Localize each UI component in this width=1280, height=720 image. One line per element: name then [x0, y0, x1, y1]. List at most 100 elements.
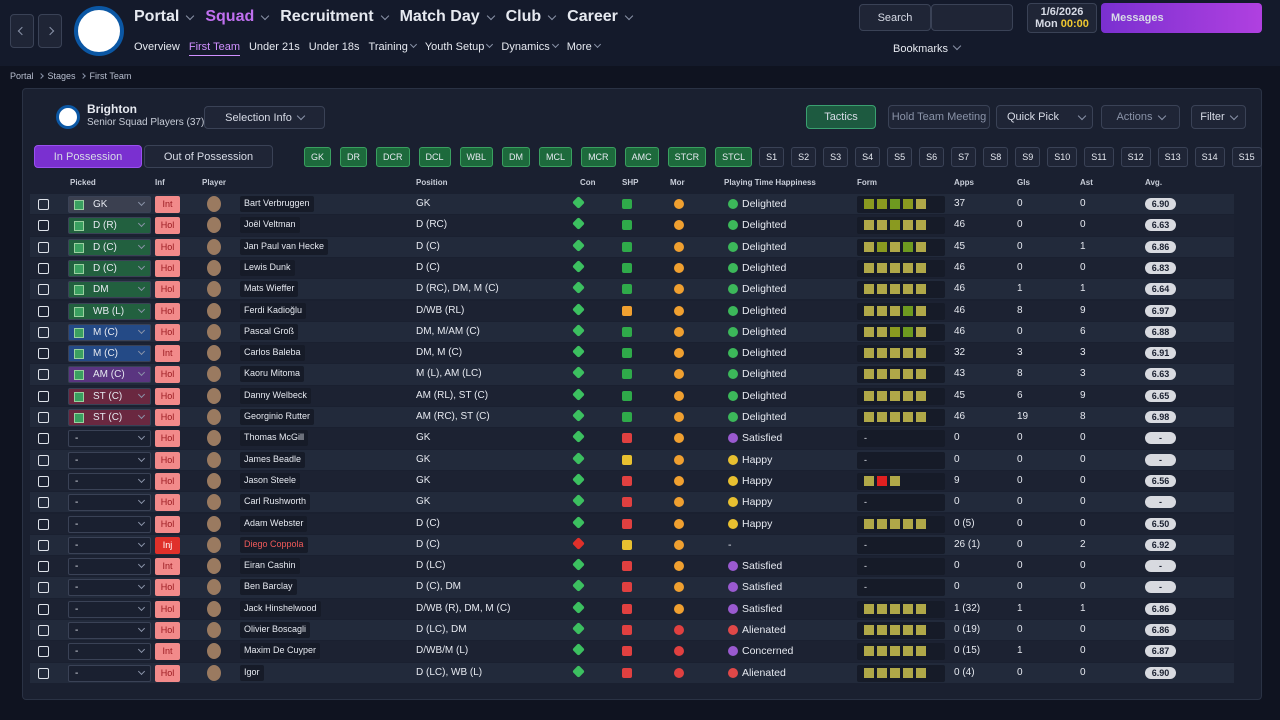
- submenu-item[interactable]: Training: [369, 40, 417, 56]
- picked-select[interactable]: -: [68, 494, 151, 512]
- slot-button[interactable]: S3: [823, 147, 849, 167]
- picked-select[interactable]: -: [68, 643, 151, 661]
- player-row[interactable]: - Hol Igor D (LC), WB (L) Alienated 0 (4) 0 0 6.…: [30, 662, 1234, 683]
- player-name[interactable]: Ferdi Kadioğlu: [240, 302, 307, 319]
- submenu-item[interactable]: First Team: [188, 41, 240, 56]
- player-row[interactable]: WB (L) Hol Ferdi Kadioğlu D/WB (RL) Delighte…: [30, 300, 1234, 321]
- checkbox[interactable]: [38, 667, 49, 679]
- picked-select[interactable]: ST (C): [68, 387, 151, 405]
- tactics-button[interactable]: Tactics: [806, 105, 876, 129]
- checkbox[interactable]: [38, 497, 49, 509]
- submenu-item[interactable]: Dynamics: [501, 40, 559, 56]
- position-button[interactable]: MCL: [539, 147, 573, 167]
- checkbox[interactable]: [38, 582, 49, 594]
- menu-item[interactable]: Club: [506, 8, 557, 26]
- player-name[interactable]: Jason Steele: [240, 472, 301, 489]
- forward[interactable]: [38, 14, 62, 48]
- checkbox[interactable]: [38, 603, 49, 615]
- player-name[interactable]: Thomas McGill: [240, 430, 309, 447]
- player-name[interactable]: Eiran Cashin: [240, 558, 300, 575]
- position-button[interactable]: AMC: [624, 147, 659, 167]
- picked-select[interactable]: D (C): [68, 238, 151, 256]
- player-name[interactable]: Ben Barclay: [240, 579, 297, 596]
- checkbox[interactable]: [38, 475, 49, 487]
- submenu-item[interactable]: Overview: [134, 41, 180, 56]
- column-header[interactable]: Ast: [1080, 178, 1093, 187]
- back[interactable]: [10, 14, 34, 48]
- picked-select[interactable]: -: [68, 430, 151, 448]
- checkbox[interactable]: [38, 326, 49, 338]
- selection-info[interactable]: Selection Info: [204, 106, 325, 129]
- position-button[interactable]: STCR: [667, 147, 707, 167]
- picked-select[interactable]: DM: [68, 281, 151, 299]
- slot-button[interactable]: S10: [1047, 147, 1078, 167]
- slot-button[interactable]: S11: [1084, 147, 1114, 167]
- column-header[interactable]: Picked: [70, 178, 96, 187]
- date-box[interactable]: 1/6/2026 Mon 00:00: [1027, 3, 1097, 33]
- menu-item[interactable]: Squad: [205, 8, 270, 26]
- toolbar[interactable]: [931, 4, 1013, 31]
- picked-select[interactable]: M (C): [68, 345, 151, 363]
- slot-button[interactable]: S5: [887, 147, 913, 167]
- slot-button[interactable]: S2: [791, 147, 817, 167]
- player-row[interactable]: D (R) Hol Joël Veltman D (RC) Delighted 46 0 0 6…: [30, 215, 1234, 236]
- position-button[interactable]: STCL: [715, 147, 753, 167]
- picked-select[interactable]: -: [68, 451, 151, 469]
- column-header[interactable]: Player: [202, 178, 227, 187]
- column-header[interactable]: Gls: [1017, 178, 1030, 187]
- slot-button[interactable]: S6: [919, 147, 945, 167]
- picked-select[interactable]: -: [68, 664, 151, 682]
- player-row[interactable]: ST (C) Hol Georginio Rutter AM (RC), ST (C)…: [30, 407, 1234, 428]
- player-row[interactable]: - Hol James Beadle GK Happy - 0 0 0 -: [30, 449, 1234, 470]
- slot-button[interactable]: S15: [1231, 147, 1262, 167]
- checkbox[interactable]: [38, 262, 49, 274]
- checkbox[interactable]: [38, 646, 49, 658]
- checkbox[interactable]: [38, 284, 49, 296]
- picked-select[interactable]: -: [68, 600, 151, 618]
- actions-button[interactable]: Actions: [1101, 105, 1180, 129]
- search-button[interactable]: Search: [859, 4, 931, 31]
- slot-button[interactable]: S4: [855, 147, 881, 167]
- filter-button[interactable]: Filter: [1191, 105, 1246, 129]
- player-name[interactable]: Carlos Baleba: [240, 345, 305, 362]
- player-row[interactable]: D (C) Hol Lewis Dunk D (C) Delighted 46 0 0 6.83: [30, 257, 1234, 279]
- position-button[interactable]: MCR: [581, 147, 616, 167]
- player-name[interactable]: James Beadle: [240, 451, 306, 468]
- column-header[interactable]: Inf: [155, 178, 165, 187]
- player-name[interactable]: Pascal Groß: [240, 323, 299, 340]
- player-name[interactable]: Carl Rushworth: [240, 494, 311, 511]
- column-header[interactable]: Avg.: [1145, 178, 1163, 187]
- picked-select[interactable]: M (C): [68, 323, 151, 341]
- checkbox[interactable]: [38, 305, 49, 317]
- player-row[interactable]: - Hol Thomas McGill GK Satisfied - 0 0 0 -: [30, 428, 1234, 449]
- player-name[interactable]: Olivier Boscagli: [240, 622, 311, 638]
- player-row[interactable]: DM Hol Mats Wieffer D (RC), DM, M (C) Deligh…: [30, 279, 1234, 300]
- player-name[interactable]: Danny Welbeck: [240, 387, 311, 404]
- submenu-item[interactable]: Youth Setup: [425, 40, 494, 56]
- picked-select[interactable]: AM (C): [68, 366, 151, 384]
- column-header[interactable]: SHP: [622, 178, 639, 187]
- player-name[interactable]: Jan Paul van Hecke: [240, 238, 329, 255]
- picked-select[interactable]: GK: [68, 196, 151, 213]
- checkbox[interactable]: [38, 561, 49, 573]
- column-header[interactable]: Form: [857, 178, 877, 187]
- menu-item[interactable]: Career: [567, 8, 634, 26]
- checkbox[interactable]: [38, 390, 49, 402]
- player-row[interactable]: D (C) Hol Jan Paul van Hecke D (C) Delighted…: [30, 236, 1234, 257]
- picked-select[interactable]: D (C): [68, 259, 151, 277]
- player-row[interactable]: ST (C) Hol Danny Welbeck AM (RL), ST (C) Del…: [30, 385, 1234, 406]
- meeting-button[interactable]: Hold Team Meeting: [888, 105, 990, 129]
- column-header[interactable]: Con: [580, 178, 596, 187]
- bookmarks[interactable]: Bookmarks: [893, 41, 962, 55]
- player-name[interactable]: Lewis Dunk: [240, 259, 295, 276]
- player-name[interactable]: Diego Coppola: [240, 536, 308, 553]
- menu-item[interactable]: Recruitment: [280, 8, 389, 26]
- position-button[interactable]: GK: [304, 147, 332, 167]
- player-row[interactable]: - Int Eiran Cashin D (LC) Satisfied - 0 0 0 -: [30, 556, 1234, 577]
- column-header[interactable]: Mor: [670, 178, 685, 187]
- picked-select[interactable]: ST (C): [68, 409, 151, 426]
- submenu-item[interactable]: Under 18s: [309, 41, 360, 56]
- messages-button[interactable]: Messages: [1101, 3, 1262, 33]
- position-button[interactable]: WBL: [459, 147, 494, 167]
- checkbox[interactable]: [38, 199, 49, 210]
